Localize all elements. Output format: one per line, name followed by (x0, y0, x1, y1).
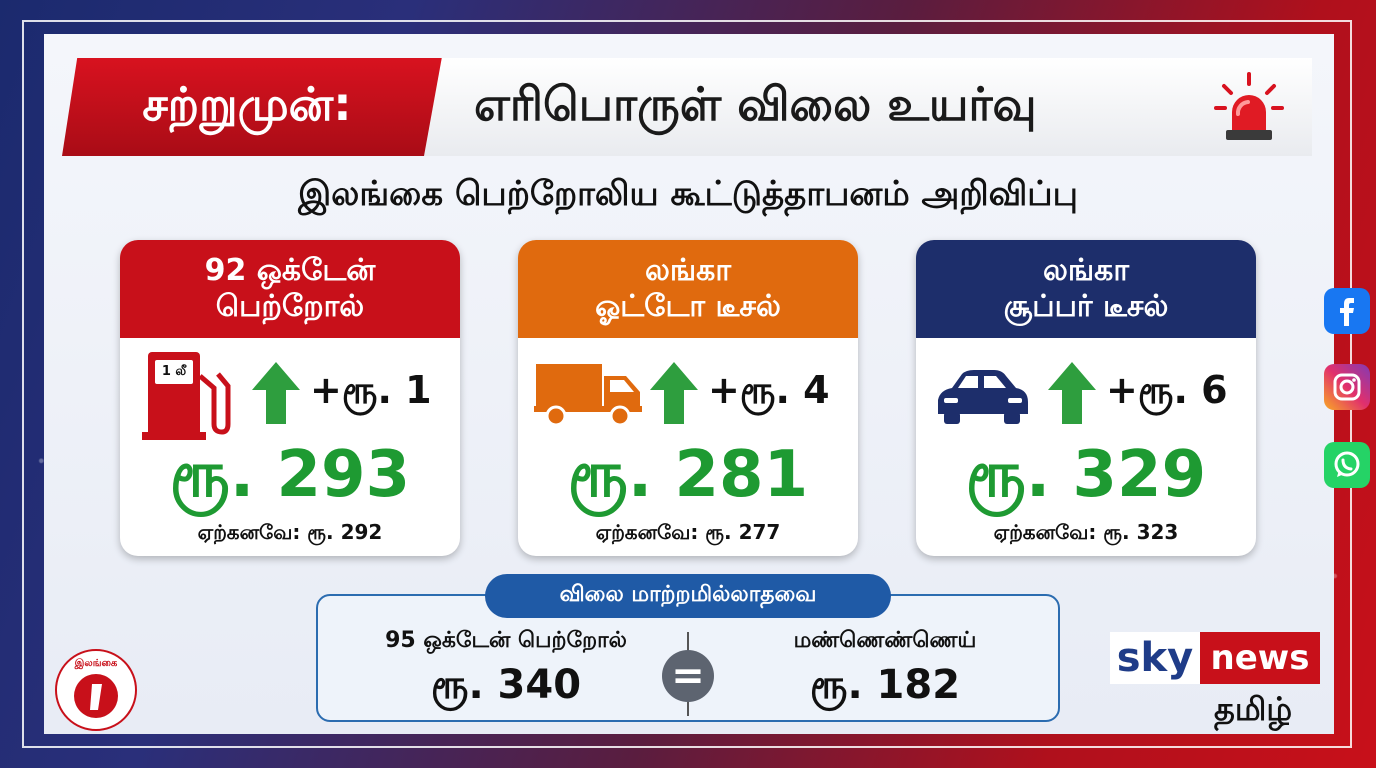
facebook-icon[interactable] (1324, 288, 1370, 334)
instagram-icon[interactable] (1324, 364, 1370, 410)
up-arrow-icon (1048, 362, 1096, 424)
fuel-card-auto-diesel: லங்கா ஓட்டோ டீசல் +ரூ. 4 ரூ. 281 ஏற்கனவே… (518, 240, 858, 556)
announcement-subtitle: இலங்கை பெற்றோலிய கூட்டுத்தாபனம் அறிவிப்ப… (298, 174, 1078, 214)
card-header: லங்கா ஓட்டோ டீசல் (518, 240, 858, 338)
previous-price: ஏற்கனவே: ரூ. 277 (595, 520, 781, 544)
previous-price: ஏற்கனவே: ரூ. 323 (993, 520, 1179, 544)
fuel-card-92-petrol: 92 ஒக்டேன் பெற்றோல் 1 லீ +ரூ. 1 ரூ. 293 … (120, 240, 460, 556)
unchanged-item-name: 95 ஒக்டேன் பெற்றோல் (385, 628, 627, 653)
unchanged-item-kerosene: மண்ணெண்ணெய் ரூ. 182 (720, 628, 1050, 713)
headline-title-text: எரிபொருள் விலை உயர்வு (474, 76, 1037, 131)
new-price: ரூ. 293 (169, 438, 411, 512)
cpc-logo-text: இலங்கை (74, 658, 118, 669)
fuel-card-super-diesel: லங்கா சூப்பர் டீசல் +ரூ. 6 ரூ. 329 ஏற்கன… (916, 240, 1256, 556)
card-title-line1: லங்கா (1042, 253, 1130, 288)
card-title-line2: சூப்பர் டீசல் (1003, 289, 1169, 324)
card-body: +ரூ. 6 ரூ. 329 ஏற்கனவே: ரூ. 323 (916, 338, 1256, 556)
card-header: லங்கா சூப்பர் டீசல் (916, 240, 1256, 338)
unchanged-item-price: ரூ. 340 (430, 662, 582, 708)
up-arrow-icon (252, 362, 300, 424)
price-increase: +ரூ. 6 (1106, 368, 1228, 412)
whatsapp-icon[interactable] (1324, 442, 1370, 488)
truck-icon (534, 364, 642, 427)
unchanged-item-price: ரூ. 182 (809, 662, 961, 708)
previous-price: ஏற்கனவே: ரூ. 292 (197, 520, 383, 544)
unchanged-label: விலை மாற்றமில்லாதவை (485, 574, 891, 618)
price-increase: +ரூ. 4 (708, 368, 830, 412)
card-title-line2: ஓட்டோ டீசல் (595, 289, 781, 324)
pump-volume-label: 1 லீ (161, 364, 187, 379)
card-title-line2: பெற்றோல் (215, 289, 365, 324)
new-price: ரூ. 281 (567, 438, 809, 512)
sky-news-logo: sky news (1110, 632, 1320, 684)
card-body: 1 லீ +ரூ. 1 ரூ. 293 ஏற்கனவே: ரூ. 292 (120, 338, 460, 556)
breaking-tag: சற்றுமுன்: (62, 58, 442, 156)
card-title-line1: லங்கா (644, 253, 732, 288)
siren-icon (1214, 72, 1284, 140)
cpc-logo: இலங்கை (54, 648, 138, 732)
fuel-pump-icon: 1 லீ (142, 346, 232, 442)
up-arrow-icon (650, 362, 698, 424)
news-text: news (1200, 632, 1320, 684)
equals-icon: = (662, 650, 714, 702)
card-title-line1: 92 ஒக்டேன் (204, 253, 376, 288)
tamil-brand-text: தமிழ் (1214, 690, 1293, 728)
headline-title: எரிபொருள் விலை உயர்வு (424, 58, 1312, 156)
card-header: 92 ஒக்டேன் பெற்றோல் (120, 240, 460, 338)
car-icon (938, 370, 1028, 424)
card-body: +ரூ. 4 ரூ. 281 ஏற்கனவே: ரூ. 277 (518, 338, 858, 556)
headline-banner: சற்றுமுன்: எரிபொருள் விலை உயர்வு (62, 58, 1312, 156)
sky-text: sky (1110, 632, 1200, 684)
unchanged-item-name: மண்ணெண்ணெய் (793, 628, 977, 653)
unchanged-item-95-petrol: 95 ஒக்டேன் பெற்றோல் ரூ. 340 (336, 628, 676, 713)
price-increase: +ரூ. 1 (310, 368, 432, 412)
new-price: ரூ. 329 (965, 438, 1207, 512)
